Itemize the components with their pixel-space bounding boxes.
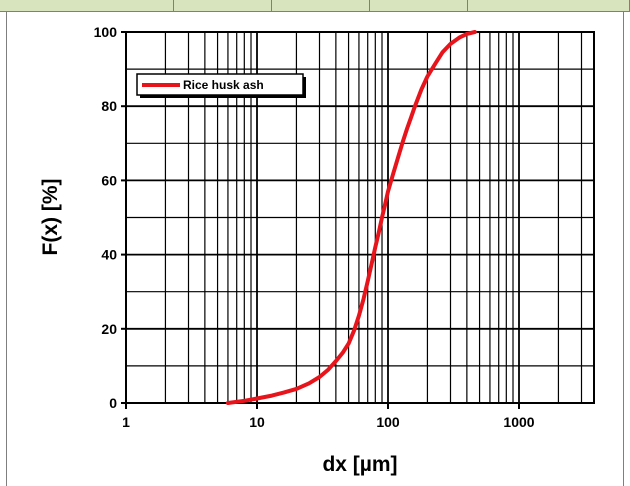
y-tick-label: 100 — [94, 24, 118, 40]
plot-frame — [125, 31, 595, 404]
tick-labels: 0 20 40 60 80 100 1 10 100 1000 — [94, 24, 535, 430]
table-header-cell — [370, 0, 468, 12]
y-axis-title: F(x) [%] — [39, 179, 62, 256]
legend: Rice husk ash — [136, 73, 306, 98]
table-header-cell — [272, 0, 370, 12]
table-border-left — [6, 12, 7, 486]
y-tick-label: 20 — [101, 321, 117, 337]
axis-ticks — [121, 31, 520, 409]
x-tick-label: 10 — [249, 414, 265, 430]
table-border-right — [623, 12, 624, 486]
x-tick-label: 1000 — [503, 414, 534, 430]
y-tick-label: 40 — [101, 247, 117, 263]
legend-box — [136, 73, 304, 96]
legend-label: Rice husk ash — [183, 78, 264, 92]
table-header-cell — [174, 0, 272, 12]
table-header-row — [0, 0, 630, 12]
x-axis-title: dx [µm] — [322, 453, 397, 476]
x-tick-label: 100 — [376, 414, 400, 430]
x-tick-label: 1 — [122, 414, 130, 430]
y-tick-label: 80 — [101, 98, 117, 114]
y-tick-label: 60 — [101, 172, 117, 188]
table-header-cell — [0, 0, 174, 12]
y-tick-label: 0 — [109, 395, 117, 411]
series-line-rice-husk-ash — [225, 30, 477, 405]
